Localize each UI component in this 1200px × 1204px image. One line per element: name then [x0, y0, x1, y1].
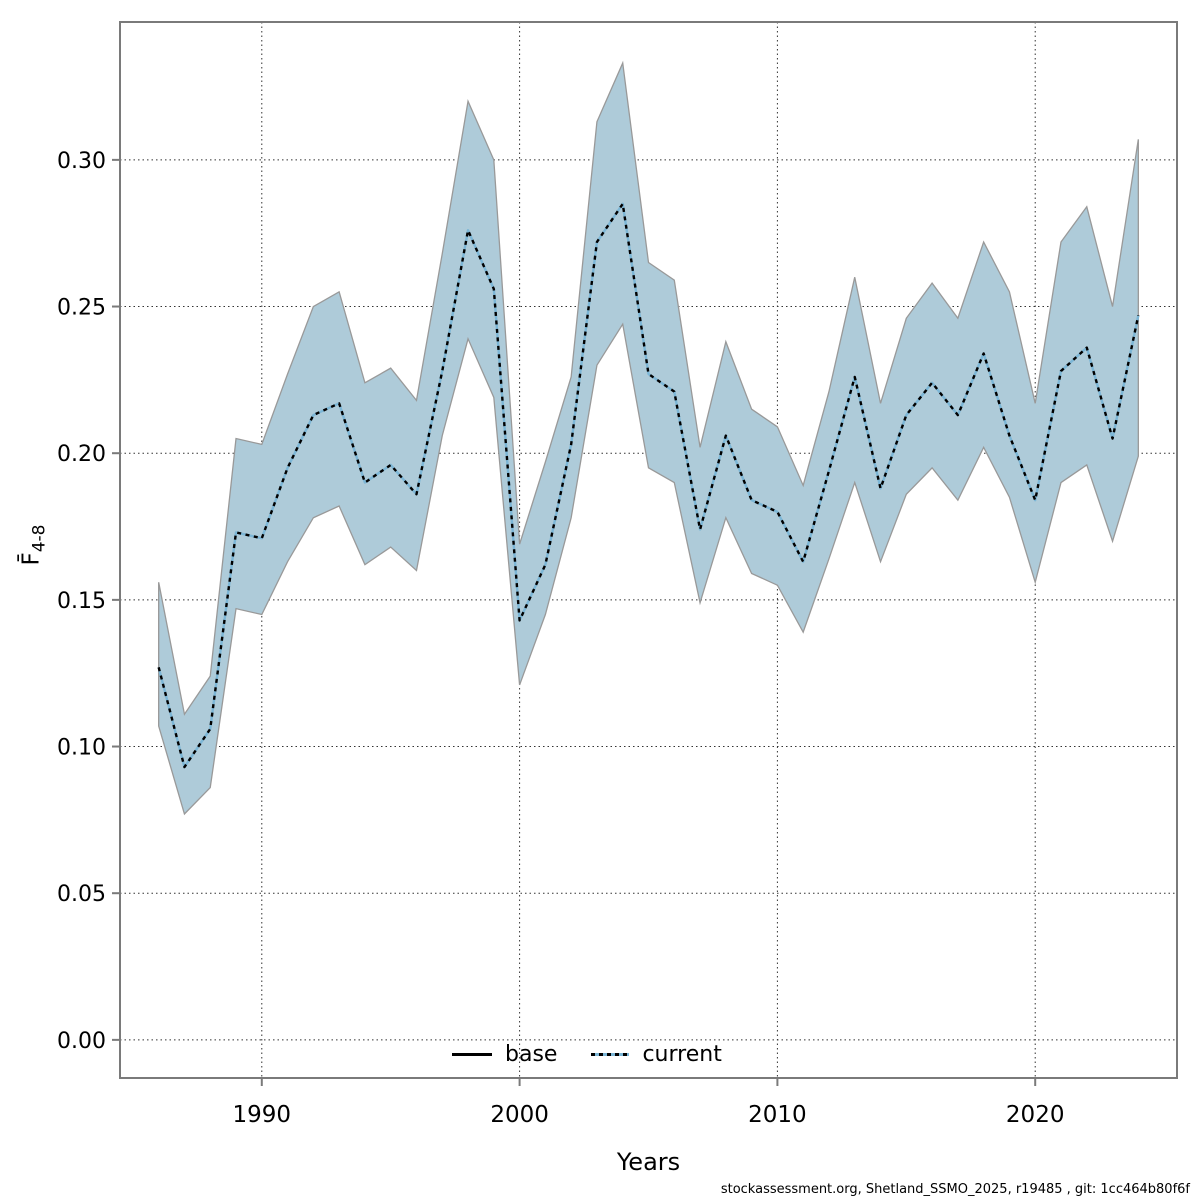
- y-axis-title-main: F̄: [18, 552, 45, 566]
- legend-label-current: current: [642, 1042, 722, 1067]
- legend-item-base: base: [452, 1042, 557, 1067]
- legend-label-base: base: [505, 1042, 558, 1067]
- svg-text:0.15: 0.15: [57, 589, 106, 614]
- x-axis-title: Years: [616, 1148, 681, 1176]
- svg-text:2000: 2000: [490, 1102, 549, 1128]
- y-axis-title-sub: 4-8: [29, 524, 50, 553]
- svg-text:0.05: 0.05: [57, 882, 106, 907]
- current-line-sample-icon: [591, 1053, 630, 1056]
- svg-text:0.25: 0.25: [57, 296, 106, 321]
- svg-text:2020: 2020: [1006, 1102, 1065, 1128]
- svg-text:0.30: 0.30: [57, 149, 106, 174]
- svg-text:0.10: 0.10: [57, 736, 106, 761]
- svg-text:0.00: 0.00: [57, 1029, 106, 1054]
- svg-text:1990: 1990: [233, 1102, 292, 1128]
- footer-provenance-text: stockassessment.org, Shetland_SSMO_2025,…: [720, 1182, 1190, 1197]
- y-axis-title: F̄4-8: [19, 524, 50, 565]
- chart-legend: base current: [452, 1042, 722, 1067]
- legend-item-current: current: [591, 1042, 722, 1067]
- base-line-sample-icon: [452, 1053, 492, 1056]
- svg-text:0.20: 0.20: [57, 442, 106, 467]
- svg-text:2010: 2010: [748, 1102, 807, 1128]
